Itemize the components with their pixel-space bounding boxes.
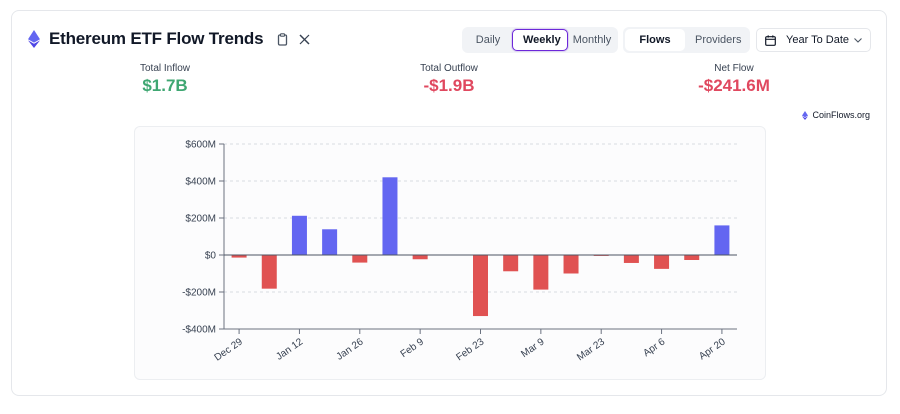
- bar-mar-16: [563, 255, 579, 274]
- period-weekly-button[interactable]: Weekly: [512, 29, 568, 51]
- page-title: Ethereum ETF Flow Trends: [49, 29, 264, 48]
- source-label: CoinFlows.org: [812, 110, 870, 120]
- stat-total-outflow: Total Outflow -$1.9B: [369, 63, 529, 96]
- x-share-icon[interactable]: [297, 32, 311, 46]
- view-toggle: Flows Providers: [623, 27, 750, 53]
- y-tick-label: -$400M: [182, 325, 216, 336]
- ethereum-small-icon: [802, 110, 809, 120]
- bar-apr-20: [714, 225, 730, 255]
- bar-mar-9: [533, 255, 549, 290]
- period-daily-button[interactable]: Daily: [464, 29, 512, 51]
- stat-net-flow: Net Flow -$241.6M: [654, 63, 814, 96]
- y-tick-label: $200M: [185, 214, 216, 225]
- bar-dec-29: [231, 255, 247, 258]
- bar-feb-2: [382, 177, 398, 255]
- bar-mar-30: [623, 255, 639, 263]
- bar-apr-6: [654, 255, 670, 269]
- etf-flow-card: Ethereum ETF Flow Trends Daily Weekly Mo…: [11, 10, 887, 396]
- y-tick-label: $600M: [185, 140, 216, 151]
- period-monthly-button[interactable]: Monthly: [568, 29, 616, 51]
- bar-jan-19: [322, 229, 338, 255]
- stat-net-value: -$241.6M: [698, 76, 770, 95]
- bar-feb-23: [473, 255, 488, 317]
- period-toggle: Daily Weekly Monthly: [462, 27, 618, 53]
- stat-inflow-label: Total Inflow: [139, 63, 191, 74]
- x-tick-label: Feb 9: [399, 336, 427, 360]
- stat-outflow-label: Total Outflow: [420, 63, 478, 74]
- bar-jan-26: [352, 255, 368, 263]
- calendar-icon: [765, 34, 776, 46]
- copy-icon[interactable]: [275, 32, 289, 46]
- range-dropdown[interactable]: Year To Date: [756, 28, 871, 52]
- ethereum-icon: [28, 30, 40, 48]
- x-tick-label: Apr 20: [697, 336, 728, 362]
- bar-feb-9: [412, 255, 428, 260]
- x-tick-label: Feb 23: [454, 336, 486, 363]
- stat-net-label: Net Flow: [714, 63, 754, 74]
- bar-mar-2: [503, 255, 519, 272]
- bar-apr-13: [684, 255, 700, 260]
- view-flows-button[interactable]: Flows: [625, 29, 685, 51]
- y-tick-label: -$200M: [182, 288, 216, 299]
- view-providers-button[interactable]: Providers: [685, 29, 748, 51]
- chart-container: $600M $400M $200M $0 -$200M -$400M Dec 29 Jan 1…: [134, 126, 766, 380]
- x-tick-label: Mar 9: [519, 336, 547, 360]
- x-tick-label: Jan 12: [274, 336, 305, 362]
- x-tick-label: Apr 6: [641, 336, 667, 359]
- chevron-down-icon: [854, 37, 862, 43]
- x-tick-label: Jan 26: [335, 336, 366, 362]
- bar-jan-12: [291, 215, 307, 255]
- stat-total-inflow: Total Inflow $1.7B: [85, 63, 245, 96]
- x-tick-label: Dec 29: [213, 336, 246, 363]
- source-attribution: CoinFlows.org: [802, 110, 870, 120]
- x-tick-label: Mar 23: [575, 336, 607, 363]
- stat-inflow-value: $1.7B: [142, 76, 188, 95]
- stat-outflow-value: -$1.9B: [423, 76, 475, 95]
- range-dropdown-value: Year To Date: [786, 34, 849, 46]
- bar-jan-5: [261, 255, 277, 289]
- y-tick-label: $400M: [185, 177, 216, 188]
- y-tick-label: $0: [205, 251, 217, 262]
- title-row: Ethereum ETF Flow Trends: [28, 29, 311, 49]
